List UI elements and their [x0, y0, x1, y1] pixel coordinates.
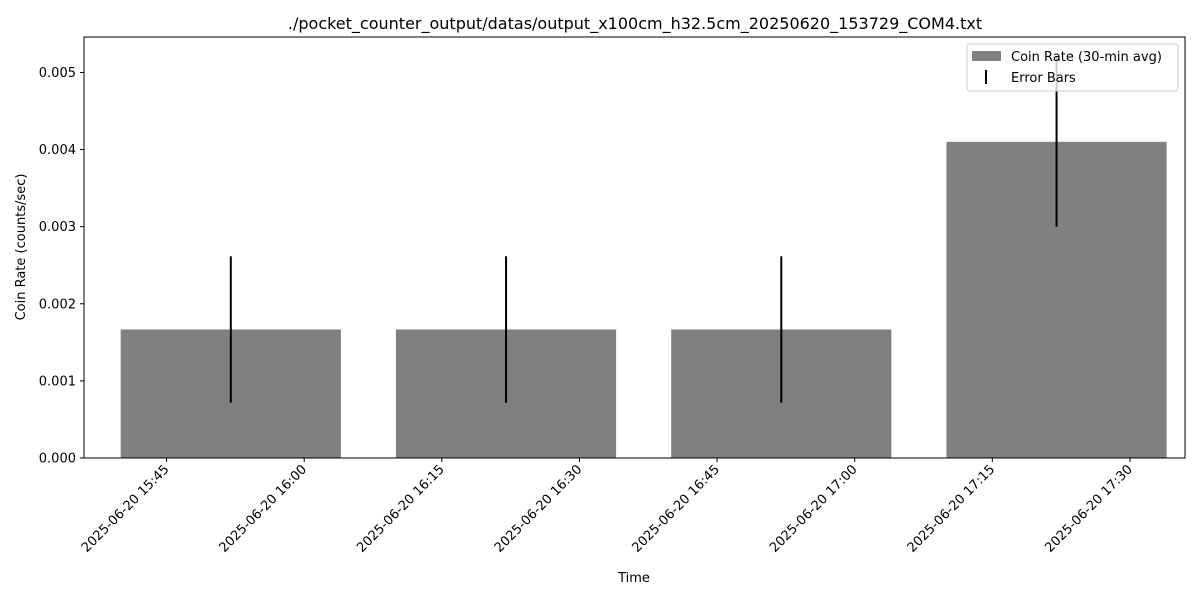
x-tick-label-3: 2025-06-20 16:30	[492, 462, 585, 555]
x-tick-label-7: 2025-06-20 17:30	[1042, 462, 1135, 555]
bars-layer	[120, 141, 1167, 458]
x-tick-label-6: 2025-06-20 17:15	[905, 462, 998, 555]
legend: Coin Rate (30-min avg) Error Bars	[966, 43, 1179, 92]
legend-box	[966, 43, 1179, 92]
legend-label-coin-rate: Coin Rate (30-min avg)	[1011, 50, 1162, 65]
x-tick-label-4: 2025-06-20 16:45	[629, 462, 722, 555]
x-axis: 2025-06-20 15:45 2025-06-20 16:00 2025-06-…	[79, 458, 1136, 556]
y-tick-label-3: 0.003	[39, 220, 76, 235]
x-tick-label-5: 2025-06-20 17:00	[767, 462, 860, 555]
y-tick-label-4: 0.004	[39, 143, 76, 158]
legend-swatch-coin-rate	[972, 51, 1001, 61]
y-tick-label-0: 0.000	[39, 452, 76, 467]
legend-label-error-bars: Error Bars	[1011, 71, 1076, 86]
chart-title: ./pocket_counter_output/datas/output_x10…	[288, 14, 982, 34]
y-axis-label: Coin Rate (counts/sec)	[14, 174, 29, 321]
x-tick-label-0: 2025-06-20 15:45	[79, 462, 172, 555]
y-axis: 0.000 0.001 0.002 0.003 0.004 0.005	[39, 66, 84, 467]
x-tick-label-1: 2025-06-20 16:00	[217, 462, 310, 555]
error-bars-layer	[229, 57, 1058, 403]
y-tick-label-2: 0.002	[39, 297, 76, 312]
plot-frame	[83, 36, 1186, 459]
y-tick-label-5: 0.005	[39, 66, 76, 81]
y-tick-label-1: 0.001	[39, 374, 76, 389]
x-axis-label: Time	[617, 571, 650, 586]
x-tick-label-2: 2025-06-20 16:15	[354, 462, 447, 555]
